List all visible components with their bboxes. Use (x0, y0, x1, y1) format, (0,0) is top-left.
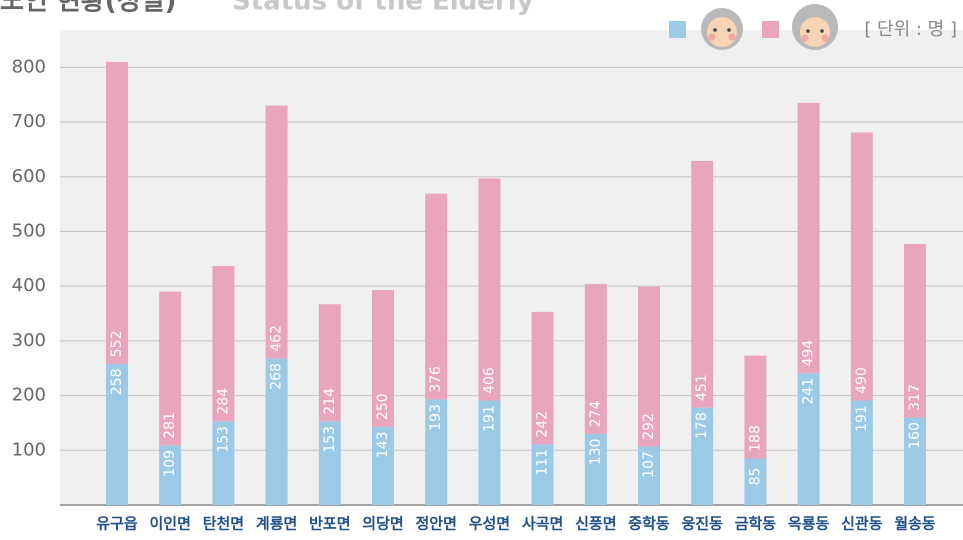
value-label: 107 (641, 451, 657, 478)
bar-segment (691, 161, 713, 408)
value-label: 292 (641, 413, 657, 440)
y-tick-label: 400 (12, 275, 46, 296)
value-label: 462 (269, 325, 285, 352)
value-label: 130 (588, 439, 604, 466)
x-tick-label: 의당면 (362, 515, 403, 533)
y-tick-label: 800 (12, 56, 46, 77)
x-tick-label: 이인면 (149, 515, 190, 533)
value-label: 153 (215, 426, 231, 453)
y-tick-label: 700 (12, 111, 46, 132)
x-tick-label: 탄천면 (203, 515, 244, 533)
value-label: 193 (428, 404, 444, 431)
x-tick-label: 월송동 (894, 515, 936, 533)
value-label: 214 (322, 388, 338, 415)
x-tick-label: 계룡면 (256, 515, 297, 533)
value-label: 111 (535, 449, 551, 476)
legend-swatch (669, 21, 686, 38)
bar-segment (851, 132, 873, 400)
plot-background (60, 30, 963, 505)
y-tick-label: 200 (12, 385, 46, 406)
value-label: 85 (747, 468, 763, 486)
x-tick-label: 신관동 (841, 515, 883, 533)
value-label: 317 (907, 384, 923, 411)
value-label: 153 (322, 426, 338, 453)
bar-segment (266, 106, 288, 359)
value-label: 552 (109, 330, 125, 357)
value-label: 451 (694, 374, 710, 401)
chart: 노인 현황(성별) Status of the Elderly [ 단위 : 명… (0, 0, 963, 540)
value-label: 178 (694, 412, 710, 439)
x-tick-label: 웅진동 (681, 515, 723, 533)
value-label: 268 (269, 363, 285, 390)
unit-label: [ 단위 : 명 ] (864, 19, 957, 40)
bar-segment (106, 62, 128, 364)
value-label: 160 (907, 422, 923, 449)
value-label: 494 (801, 340, 817, 367)
legend-icon-male (701, 8, 743, 50)
legend-icon-female (792, 4, 838, 50)
value-label: 250 (375, 393, 391, 420)
bar-segment (798, 103, 820, 373)
value-label: 284 (215, 388, 231, 415)
value-label: 258 (109, 368, 125, 395)
value-label: 242 (535, 411, 551, 438)
x-tick-label: 우성면 (469, 515, 510, 533)
chart-subtitle: Status of the Elderly (232, 0, 534, 17)
x-tick-label: 신풍면 (575, 515, 616, 533)
value-label: 241 (801, 378, 817, 405)
y-tick-label: 300 (12, 330, 46, 351)
x-tick-label: 반포면 (309, 515, 350, 533)
x-tick-label: 유구읍 (96, 515, 138, 533)
value-label: 281 (162, 412, 178, 439)
value-label: 274 (588, 400, 604, 427)
value-label: 109 (162, 450, 178, 477)
legend-swatch (762, 21, 779, 38)
x-tick-label: 사곡면 (522, 515, 563, 533)
y-tick-label: 100 (12, 439, 46, 460)
y-tick-label: 500 (12, 220, 46, 241)
value-label: 490 (854, 367, 870, 394)
value-label: 188 (747, 425, 763, 452)
value-label: 191 (854, 405, 870, 432)
value-label: 406 (481, 367, 497, 394)
x-tick-label: 중학동 (628, 515, 670, 533)
y-tick-label: 600 (12, 166, 46, 187)
chart-title: 노인 현황(성별) (0, 0, 176, 17)
value-label: 376 (428, 366, 444, 393)
value-label: 191 (481, 405, 497, 432)
x-tick-label: 정안면 (415, 515, 456, 533)
x-tick-label: 금학동 (735, 515, 777, 533)
value-label: 143 (375, 431, 391, 458)
x-tick-label: 옥룡동 (788, 515, 830, 533)
